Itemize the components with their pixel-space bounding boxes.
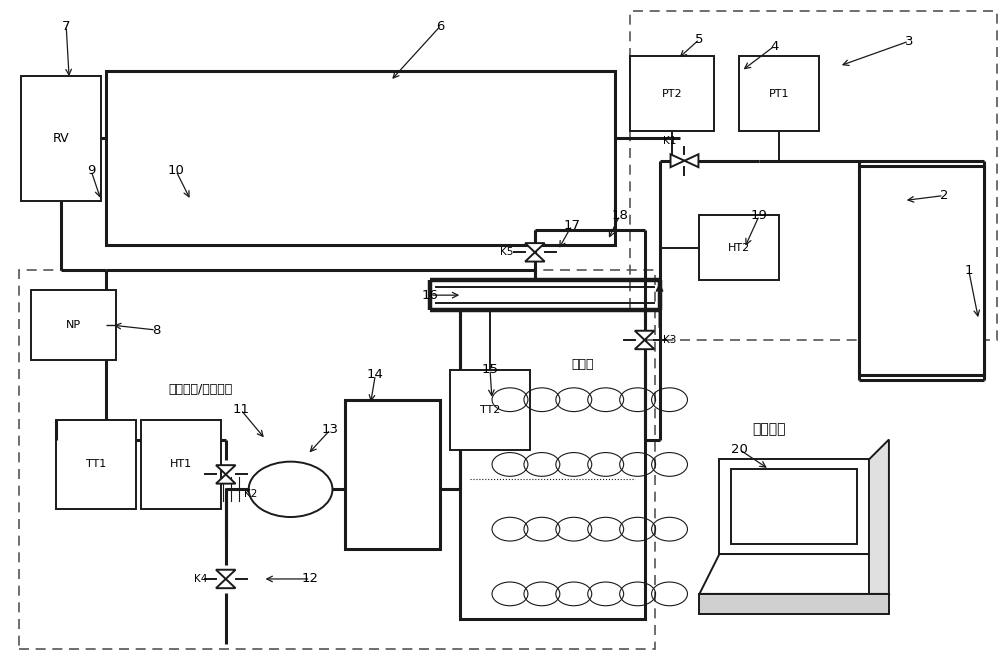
Text: 19: 19 bbox=[751, 209, 768, 222]
Polygon shape bbox=[635, 331, 654, 340]
Polygon shape bbox=[699, 554, 889, 594]
Text: 6: 6 bbox=[436, 20, 444, 33]
FancyBboxPatch shape bbox=[106, 71, 615, 246]
Text: 5: 5 bbox=[695, 32, 704, 46]
Polygon shape bbox=[684, 154, 698, 167]
Text: 10: 10 bbox=[167, 164, 184, 177]
Text: HT2: HT2 bbox=[728, 243, 750, 253]
Text: 氮气干燥/加热模块: 氮气干燥/加热模块 bbox=[169, 383, 233, 397]
Polygon shape bbox=[635, 340, 654, 349]
Text: 充氮模块: 充氮模块 bbox=[753, 422, 786, 436]
Text: 18: 18 bbox=[611, 209, 628, 222]
Text: 14: 14 bbox=[367, 368, 384, 381]
Text: HT1: HT1 bbox=[170, 459, 192, 469]
Text: PT1: PT1 bbox=[769, 89, 789, 99]
FancyBboxPatch shape bbox=[460, 310, 645, 619]
Text: 观察窗: 观察窗 bbox=[571, 358, 594, 371]
Text: 15: 15 bbox=[482, 363, 499, 376]
Polygon shape bbox=[869, 440, 889, 594]
Text: 7: 7 bbox=[62, 20, 70, 33]
Polygon shape bbox=[216, 475, 236, 484]
Text: 17: 17 bbox=[563, 219, 580, 232]
FancyBboxPatch shape bbox=[141, 420, 221, 509]
Polygon shape bbox=[671, 154, 684, 167]
FancyBboxPatch shape bbox=[450, 370, 530, 449]
Text: NP: NP bbox=[66, 320, 81, 330]
Text: TT1: TT1 bbox=[86, 459, 106, 469]
Text: 3: 3 bbox=[905, 34, 913, 48]
Text: PT2: PT2 bbox=[662, 89, 682, 99]
Text: 16: 16 bbox=[422, 289, 439, 302]
FancyBboxPatch shape bbox=[699, 216, 779, 280]
FancyBboxPatch shape bbox=[21, 76, 101, 201]
Text: K4: K4 bbox=[194, 574, 208, 584]
FancyBboxPatch shape bbox=[859, 166, 984, 375]
FancyBboxPatch shape bbox=[731, 469, 857, 544]
Polygon shape bbox=[216, 579, 236, 588]
FancyBboxPatch shape bbox=[739, 56, 819, 131]
Text: K2: K2 bbox=[244, 489, 257, 499]
Text: 4: 4 bbox=[770, 40, 778, 53]
Text: RV: RV bbox=[53, 132, 70, 145]
Polygon shape bbox=[216, 465, 236, 475]
Polygon shape bbox=[699, 594, 889, 614]
Text: 20: 20 bbox=[731, 443, 748, 456]
FancyBboxPatch shape bbox=[719, 459, 869, 554]
Text: 2: 2 bbox=[940, 189, 948, 202]
FancyBboxPatch shape bbox=[345, 400, 440, 549]
FancyBboxPatch shape bbox=[630, 56, 714, 131]
FancyBboxPatch shape bbox=[31, 290, 116, 360]
Text: TT2: TT2 bbox=[480, 404, 500, 414]
Text: 13: 13 bbox=[322, 423, 339, 436]
Text: 11: 11 bbox=[232, 403, 249, 416]
Polygon shape bbox=[525, 252, 545, 261]
Text: 9: 9 bbox=[87, 164, 95, 177]
Polygon shape bbox=[525, 243, 545, 252]
Text: 12: 12 bbox=[302, 573, 319, 585]
Text: 8: 8 bbox=[152, 324, 160, 336]
Text: K3: K3 bbox=[663, 335, 676, 345]
Polygon shape bbox=[216, 570, 236, 579]
Text: 1: 1 bbox=[964, 263, 973, 277]
Text: K5: K5 bbox=[500, 248, 513, 258]
FancyBboxPatch shape bbox=[56, 420, 136, 509]
Text: K1: K1 bbox=[663, 136, 676, 146]
